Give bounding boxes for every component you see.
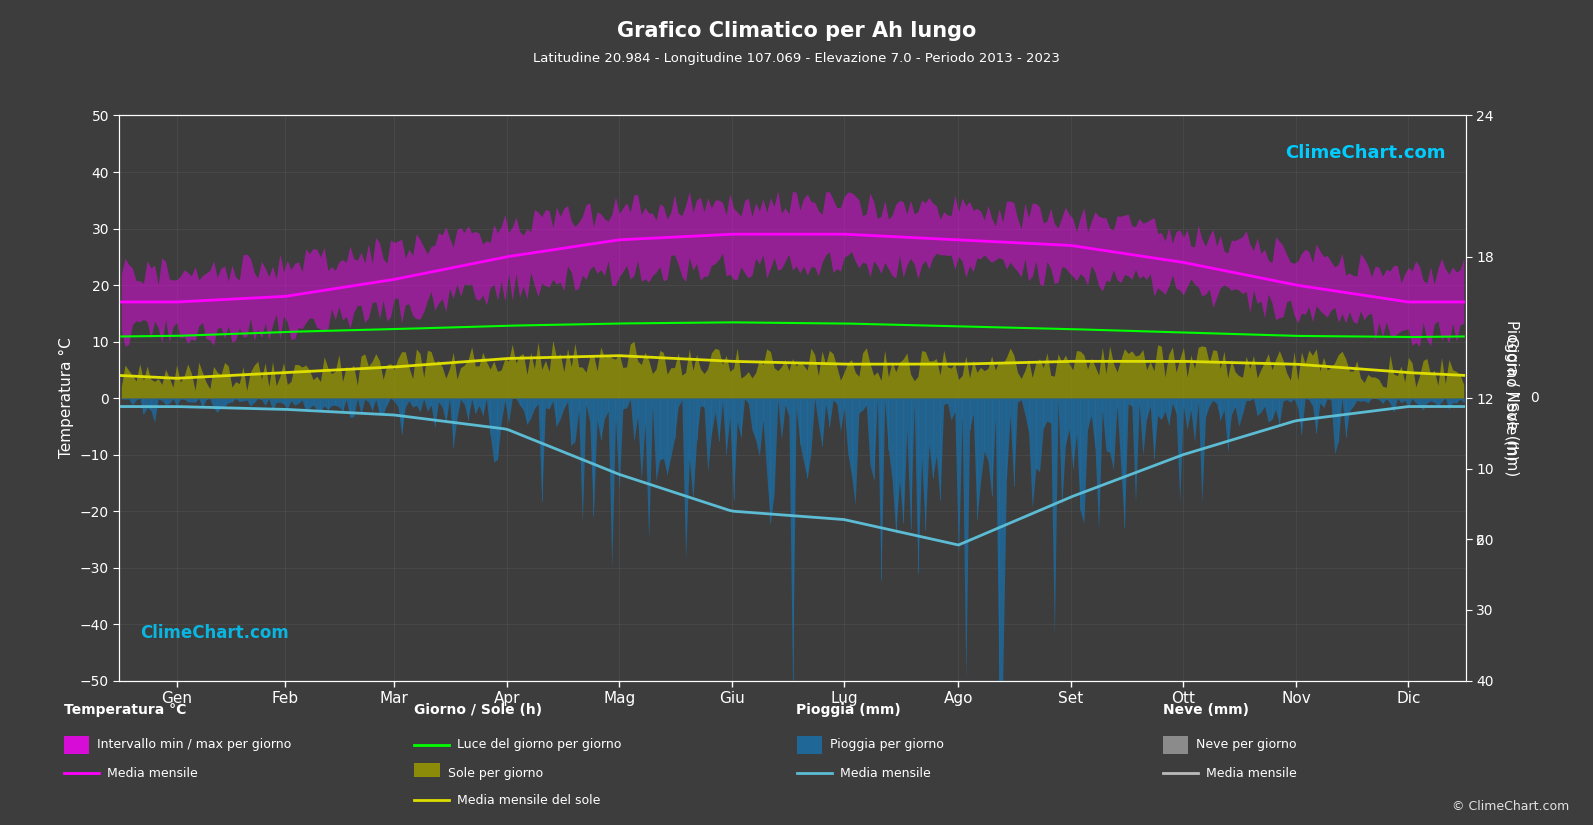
Text: Pioggia (mm): Pioggia (mm) <box>796 703 902 717</box>
Text: Sole per giorno: Sole per giorno <box>448 766 543 780</box>
Text: ClimeChart.com: ClimeChart.com <box>1286 144 1445 162</box>
Text: Media mensile del sole: Media mensile del sole <box>457 794 601 807</box>
Text: Media mensile: Media mensile <box>840 766 930 780</box>
Text: Grafico Climatico per Ah lungo: Grafico Climatico per Ah lungo <box>616 21 977 40</box>
Text: ClimeChart.com: ClimeChart.com <box>140 624 288 642</box>
Text: Neve per giorno: Neve per giorno <box>1196 738 1297 752</box>
Text: Intervallo min / max per giorno: Intervallo min / max per giorno <box>97 738 292 752</box>
Text: Luce del giorno per giorno: Luce del giorno per giorno <box>457 738 621 752</box>
Y-axis label: Pioggia / Neve (mm): Pioggia / Neve (mm) <box>1504 320 1518 476</box>
Text: Neve (mm): Neve (mm) <box>1163 703 1249 717</box>
Y-axis label: Giorno / Sole (h): Giorno / Sole (h) <box>1504 336 1518 460</box>
Text: Media mensile: Media mensile <box>1206 766 1297 780</box>
Text: Temperatura °C: Temperatura °C <box>64 703 186 717</box>
Text: © ClimeChart.com: © ClimeChart.com <box>1451 799 1569 813</box>
Text: 0: 0 <box>1531 391 1539 405</box>
Y-axis label: Temperatura °C: Temperatura °C <box>59 337 75 459</box>
Text: Latitudine 20.984 - Longitudine 107.069 - Elevazione 7.0 - Periodo 2013 - 2023: Latitudine 20.984 - Longitudine 107.069 … <box>534 52 1059 65</box>
Text: Media mensile: Media mensile <box>107 766 198 780</box>
Text: Pioggia per giorno: Pioggia per giorno <box>830 738 943 752</box>
Text: Giorno / Sole (h): Giorno / Sole (h) <box>414 703 542 717</box>
